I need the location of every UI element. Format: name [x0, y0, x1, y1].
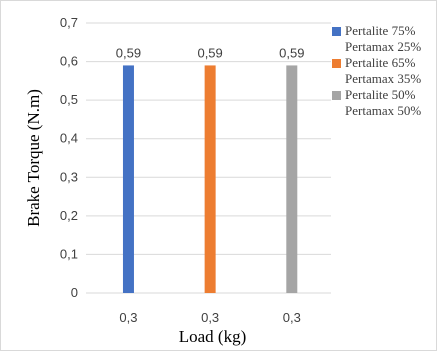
- legend: Pertalite 75%Pertamax 25%Pertalite 65%Pe…: [332, 23, 421, 118]
- y-tick-label: 0,7: [60, 15, 78, 30]
- y-tick-label: 0,6: [60, 54, 78, 69]
- legend-swatch: [332, 59, 341, 68]
- data-labels: 0,59 0,59 0,59: [116, 45, 305, 60]
- y-tick-label: 0,1: [60, 246, 78, 261]
- legend-swatch: [332, 27, 341, 36]
- bar: [122, 65, 134, 293]
- x-axis-title: Load (kg): [179, 327, 247, 346]
- bar: [204, 65, 216, 293]
- x-tick-label: 0,3: [283, 310, 301, 325]
- bar: [286, 65, 298, 293]
- data-label: 0,59: [197, 45, 222, 60]
- y-tick-label: 0: [71, 285, 78, 300]
- y-axis-title: Brake Torque (N.m): [24, 89, 43, 227]
- y-tick-label: 0,2: [60, 208, 78, 223]
- bars: [122, 65, 298, 293]
- legend-swatch: [332, 91, 341, 100]
- legend-label: Pertalite 50%: [345, 87, 416, 102]
- x-tick-label: 0,3: [201, 310, 219, 325]
- data-label: 0,59: [116, 45, 141, 60]
- legend-label: Pertamax 35%: [345, 71, 421, 86]
- x-axis-ticks: 0,3 0,3 0,3: [119, 310, 300, 325]
- legend-label: Pertalite 75%: [345, 23, 416, 38]
- legend-label: Pertamax 25%: [345, 39, 421, 54]
- y-tick-label: 0,4: [60, 131, 78, 146]
- legend-label: Pertamax 50%: [345, 103, 421, 118]
- y-axis-ticks: 0 0,1 0,2 0,3 0,4 0,5 0,6 0,7: [60, 15, 78, 300]
- y-tick-label: 0,3: [60, 169, 78, 184]
- y-tick-label: 0,5: [60, 92, 78, 107]
- x-tick-label: 0,3: [119, 310, 137, 325]
- data-label: 0,59: [279, 45, 304, 60]
- legend-label: Pertalite 65%: [345, 55, 416, 70]
